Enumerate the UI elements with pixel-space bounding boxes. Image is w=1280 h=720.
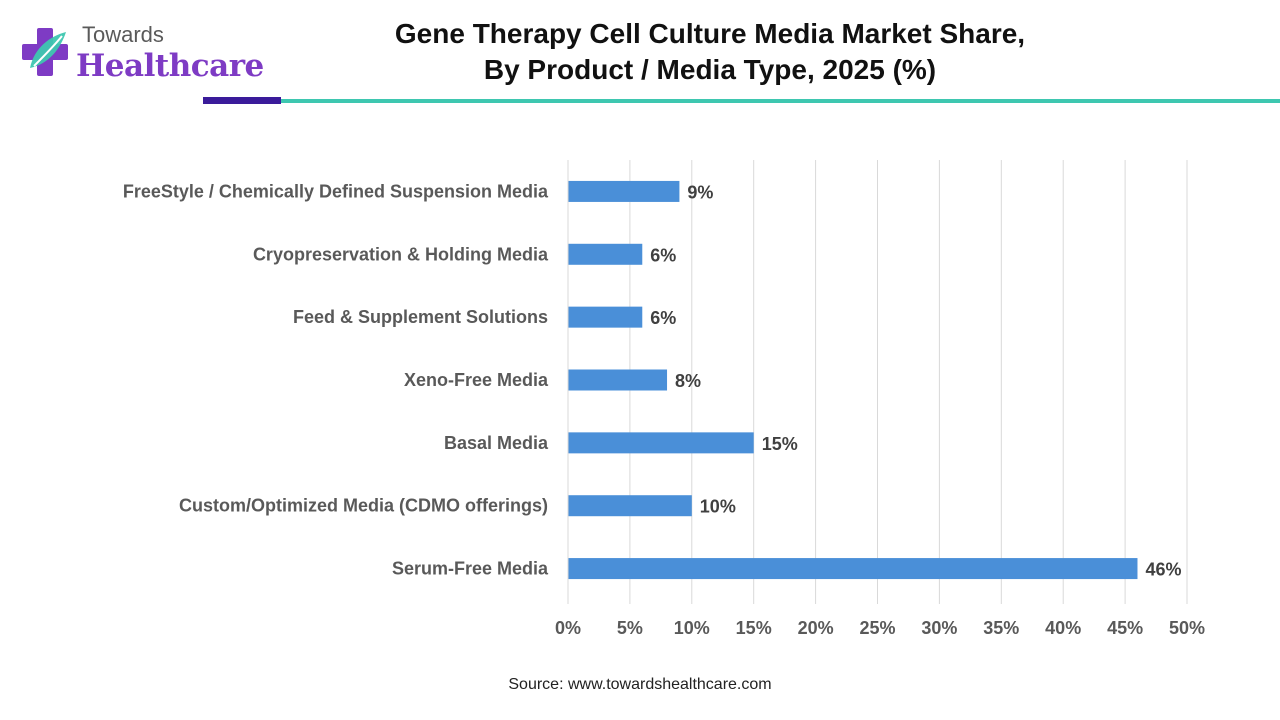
x-tick-label: 20% [798, 618, 834, 638]
category-label: Basal Media [444, 433, 549, 453]
source-note: Source: www.towardshealthcare.com [508, 676, 772, 693]
data-label: 8% [675, 371, 701, 391]
category-label: Serum-Free Media [392, 559, 549, 579]
x-tick-label: 5% [617, 618, 643, 638]
header-accent-dark [203, 97, 281, 104]
cross-leaf-icon [22, 28, 68, 76]
bar [568, 558, 1138, 580]
x-tick-label: 50% [1169, 618, 1205, 638]
x-tick-label: 30% [921, 618, 957, 638]
chart-title: Gene Therapy Cell Culture Media Market S… [360, 16, 1060, 88]
bar [568, 180, 680, 202]
x-tick-label: 45% [1107, 618, 1143, 638]
header-accent-teal [281, 99, 1280, 103]
bar [568, 369, 668, 391]
bar [568, 243, 643, 265]
logo-text-healthcare: Healthcare [76, 48, 264, 84]
category-label: Cryopreservation & Holding Media [253, 244, 549, 264]
x-tick-label: 10% [674, 618, 710, 638]
x-tick-label: 25% [859, 618, 895, 638]
brand-logo: Towards Healthcare [20, 18, 264, 88]
category-label: FreeStyle / Chemically Defined Suspensio… [123, 181, 549, 201]
x-tick-label: 35% [983, 618, 1019, 638]
x-tick-label: 15% [736, 618, 772, 638]
bar [568, 432, 754, 454]
logo-text-towards: Towards [82, 22, 164, 47]
bar [568, 306, 643, 328]
data-label: 10% [700, 497, 736, 517]
category-label: Custom/Optimized Media (CDMO offerings) [179, 496, 548, 516]
data-label: 6% [650, 308, 676, 328]
category-label: Feed & Supplement Solutions [293, 307, 548, 327]
bar [568, 495, 692, 517]
data-label: 9% [687, 182, 713, 202]
data-label: 15% [762, 434, 798, 454]
chart-title-line1: Gene Therapy Cell Culture Media Market S… [394, 18, 1026, 49]
chart-title-line2: By Product / Media Type, 2025 (%) [483, 54, 937, 85]
data-label: 46% [1145, 560, 1181, 580]
data-label: 6% [650, 245, 676, 265]
x-tick-label: 0% [555, 618, 581, 638]
category-label: Xeno-Free Media [404, 370, 549, 390]
x-tick-label: 40% [1045, 618, 1081, 638]
